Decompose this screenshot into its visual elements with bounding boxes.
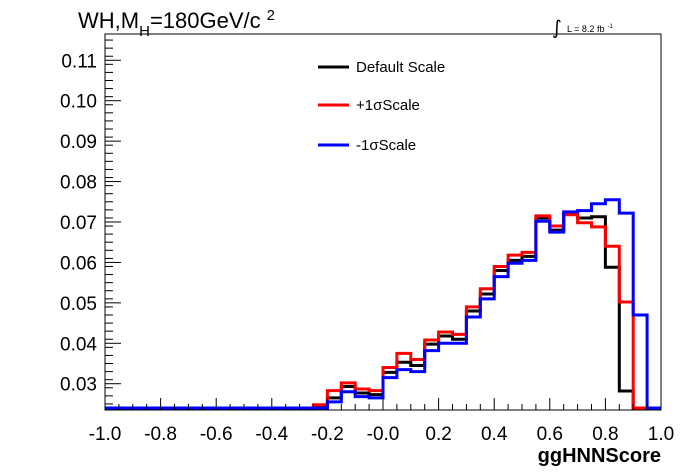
x-tick-label: -0.6: [200, 424, 233, 445]
series-layer: [105, 198, 661, 410]
x-tick-label: 0.8: [592, 424, 618, 445]
plot-title-main: WH,M: [78, 8, 139, 33]
y-tick-label: 0.10: [60, 92, 97, 113]
y-tick-label: 0.04: [60, 334, 97, 355]
legend-entry: +1σScale: [356, 97, 420, 114]
legend-entry: Default Scale: [356, 59, 445, 76]
lumi-superscript: -1: [607, 24, 613, 30]
x-tick-label: 0.4: [481, 424, 508, 445]
y-axis: 0.03 0.04 0.05 0.06 0.07 0.08 0.09 0.10 0.11: [60, 39, 121, 405]
x-tick-label: 0.6: [537, 424, 563, 445]
x-axis-label: ggHNNScore: [538, 445, 661, 467]
y-tick-label: 0.05: [60, 294, 97, 315]
y-tick-label: 0.07: [60, 213, 97, 234]
y-tick-label: 0.11: [61, 51, 97, 72]
plot-title: WH,MH=180GeV/c 2: [78, 7, 275, 40]
x-tick-label: -0.0: [367, 424, 400, 445]
x-tick-label: -0.4: [255, 424, 288, 445]
lumi-integral: ∫: [552, 17, 562, 39]
y-tick-label: 0.06: [60, 253, 97, 274]
x-axis: -1.0 -0.8 -0.6 -0.4 -0.2 -0.0 0.2 0.4 0.6 0.8 1.0: [89, 398, 674, 445]
y-tick-label: 0.09: [60, 132, 97, 153]
legend: Default Scale +1σScale -1σScale: [318, 59, 445, 154]
series-line-2: [105, 198, 661, 410]
x-tick-label: -0.2: [311, 424, 344, 445]
x-tick-label: 0.2: [425, 424, 451, 445]
lumi-value: L = 8.2 fb: [567, 24, 604, 34]
y-tick-label: 0.08: [60, 173, 97, 194]
x-tick-label: -1.0: [89, 424, 122, 445]
y-tick-label: 0.03: [60, 375, 97, 396]
plot-title-subscript: H: [139, 23, 150, 40]
plot-title-mass: =180GeV/c: [150, 8, 261, 33]
x-tick-label: -0.8: [144, 424, 177, 445]
plot-title-superscript: 2: [267, 7, 275, 24]
lumi-label: L = 8.2 fb -1: [567, 24, 613, 34]
legend-entry: -1σScale: [356, 137, 416, 154]
x-tick-label: 1.0: [648, 424, 674, 445]
